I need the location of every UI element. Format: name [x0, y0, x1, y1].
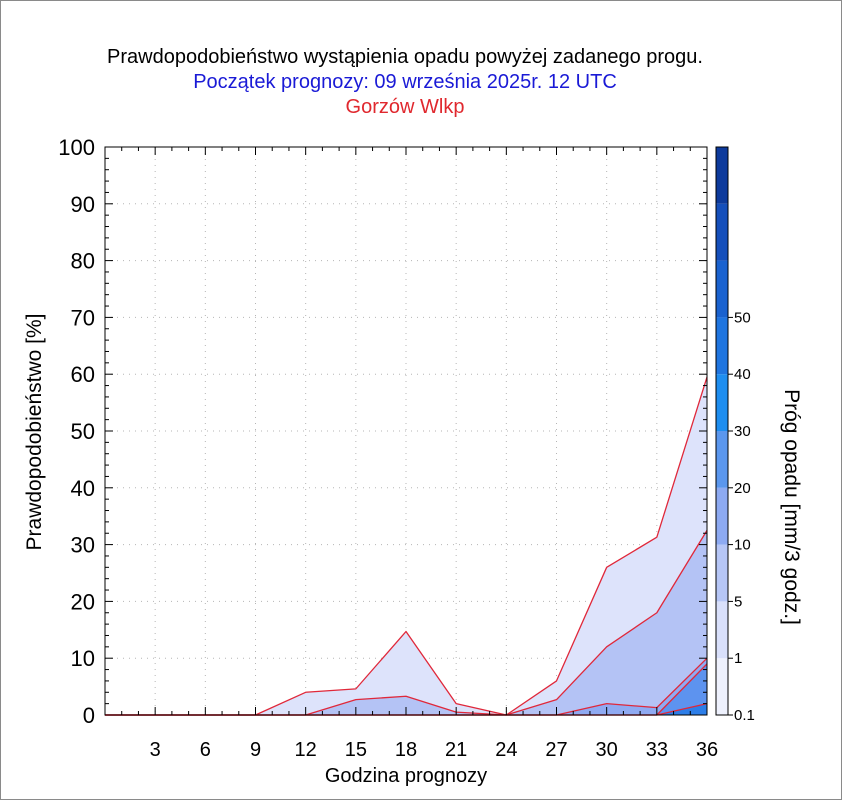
colorbar-label-value: 10	[734, 537, 751, 554]
colorbar-label-value: 0.1	[734, 707, 755, 724]
x-tick-label: 15	[345, 739, 367, 761]
x-tick-label: 6	[200, 739, 211, 761]
x-tick-label: 12	[295, 739, 317, 761]
y-tick-label: 70	[71, 305, 95, 330]
colorbar-segment	[716, 544, 728, 602]
colorbar-segment	[716, 487, 728, 545]
y-axis-ticks: 0 10 20 30 40 50 60 70 80 90 100	[58, 135, 707, 728]
colorbar-segment	[716, 431, 728, 488]
colorbar-segment	[716, 203, 728, 261]
y-tick-label: 50	[71, 419, 95, 444]
colorbar-segment	[716, 147, 728, 204]
colorbar-segment	[716, 260, 728, 318]
colorbar-segment	[716, 601, 728, 659]
x-tick-label: 30	[596, 739, 618, 761]
y-tick-label: 40	[71, 476, 95, 501]
colorbar-label: Próg opadu [mm/3 godz.]	[780, 389, 803, 625]
colorbar-segment	[716, 374, 728, 431]
y-tick-label: 30	[71, 533, 95, 558]
y-tick-label: 20	[71, 589, 95, 614]
area-band-threshold-0-1	[105, 377, 707, 715]
x-tick-label: 18	[395, 739, 417, 761]
colorbar-label-value: 30	[734, 423, 751, 440]
chart-location: Gorzów Wlkp	[346, 96, 465, 118]
colorbar-segment	[716, 658, 728, 715]
x-axis-label: Godzina prognozy	[325, 765, 487, 787]
colorbar-label-value: 20	[734, 480, 751, 497]
colorbar: 0.1 1 5 10 20 30 40 50	[715, 146, 755, 724]
y-tick-label: 100	[58, 135, 95, 160]
x-tick-label: 36	[696, 739, 718, 761]
y-axis-label: Prawdopodobieństwo [%]	[23, 314, 46, 551]
colorbar-label-value: 50	[734, 309, 751, 326]
y-tick-label: 0	[83, 703, 95, 728]
colorbar-label-value: 1	[734, 650, 742, 667]
colorbar-label-value: 40	[734, 366, 751, 383]
x-tick-label: 3	[150, 739, 161, 761]
probability-areas	[105, 376, 708, 716]
y-tick-label: 60	[71, 362, 95, 387]
x-tick-label: 9	[250, 739, 261, 761]
x-tick-label: 27	[545, 739, 567, 761]
chart-subtitle: Początek prognozy: 09 września 2025r. 12…	[193, 71, 617, 93]
y-tick-label: 10	[71, 646, 95, 671]
y-tick-label: 80	[71, 249, 95, 274]
x-tick-label: 21	[445, 739, 467, 761]
area-band-threshold-1	[105, 530, 707, 715]
area-band-threshold-5	[105, 658, 707, 715]
chart-title: Prawdopodobieństwo wystąpienia opadu pow…	[107, 46, 703, 68]
colorbar-segment	[716, 317, 728, 375]
colorbar-label-value: 5	[734, 593, 742, 610]
y-tick-label: 90	[71, 192, 95, 217]
x-axis-ticks: 3 6 9 12 15 18 21 24 27 30 33 36	[104, 147, 718, 761]
x-tick-label: 33	[646, 739, 668, 761]
x-tick-label: 24	[495, 739, 517, 761]
